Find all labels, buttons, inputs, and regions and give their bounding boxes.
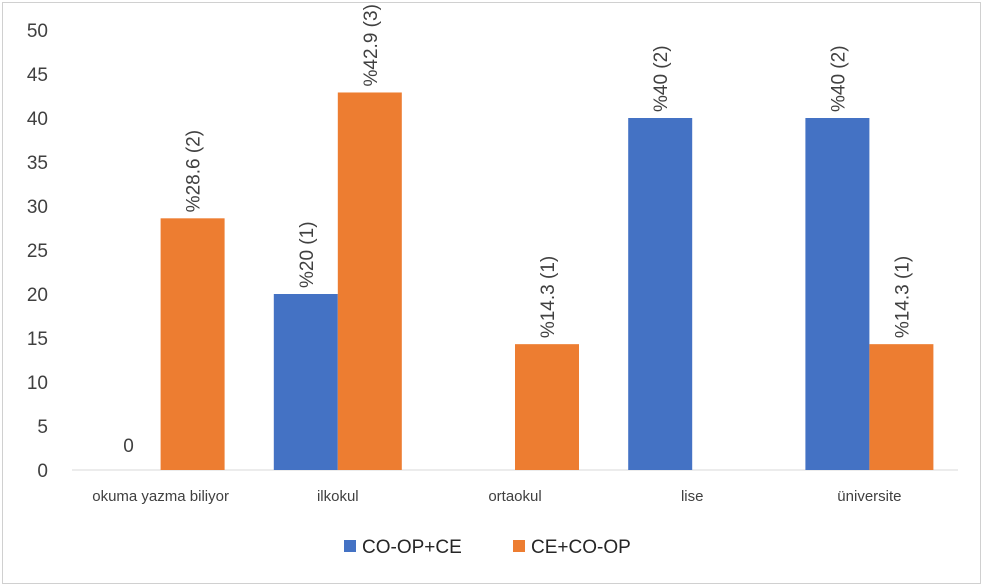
x-category-label: ilkokul — [317, 488, 359, 505]
legend-label: CE+CO-OP — [531, 537, 631, 558]
x-category-label: ortaokul — [488, 488, 541, 505]
y-tick-label: 50 — [27, 21, 48, 42]
x-category-label: okuma yazma biliyor — [92, 488, 229, 505]
data-label: %40 (2) — [651, 45, 672, 112]
bar — [337, 92, 402, 470]
y-tick-label: 45 — [27, 65, 48, 86]
data-label: %40 (2) — [828, 45, 849, 112]
bar — [805, 118, 870, 470]
y-tick-label: 25 — [27, 241, 48, 262]
y-tick-label: 10 — [27, 373, 48, 394]
legend-label: CO-OP+CE — [362, 537, 462, 558]
bars — [160, 92, 934, 470]
bar — [869, 344, 934, 470]
y-tick-label: 35 — [27, 153, 48, 174]
x-category-label: lise — [681, 488, 704, 505]
bar — [515, 344, 579, 470]
data-labels: 0 %28.6 (2) %20 (1) %42.9 (3) %14.3 (1) %40 (… — [123, 4, 913, 457]
data-label: %20 (1) — [297, 221, 318, 288]
bar — [273, 294, 338, 470]
y-tick-label: 5 — [37, 417, 48, 438]
y-tick-label: 15 — [27, 329, 48, 350]
bar — [628, 118, 693, 470]
y-tick-label: 40 — [27, 109, 48, 130]
legend-swatch — [513, 540, 525, 552]
data-label: %14.3 (1) — [892, 256, 913, 338]
data-label: %42.9 (3) — [361, 4, 382, 86]
legend-swatch — [344, 540, 356, 552]
bar — [160, 218, 225, 470]
data-label: %14.3 (1) — [538, 256, 559, 338]
data-label: 0 — [123, 436, 134, 457]
x-axis-categories: okuma yazma biliyor ilkokul ortaokul lise ün… — [92, 488, 901, 505]
data-label: %28.6 (2) — [184, 130, 205, 212]
y-axis: 0 5 10 15 20 25 30 35 40 45 50 — [27, 21, 48, 482]
y-tick-label: 30 — [27, 197, 48, 218]
y-tick-label: 0 — [37, 461, 48, 482]
x-category-label: üniversite — [837, 488, 901, 505]
legend: CO-OP+CE CE+CO-OP — [344, 537, 631, 558]
y-tick-label: 20 — [27, 285, 48, 306]
